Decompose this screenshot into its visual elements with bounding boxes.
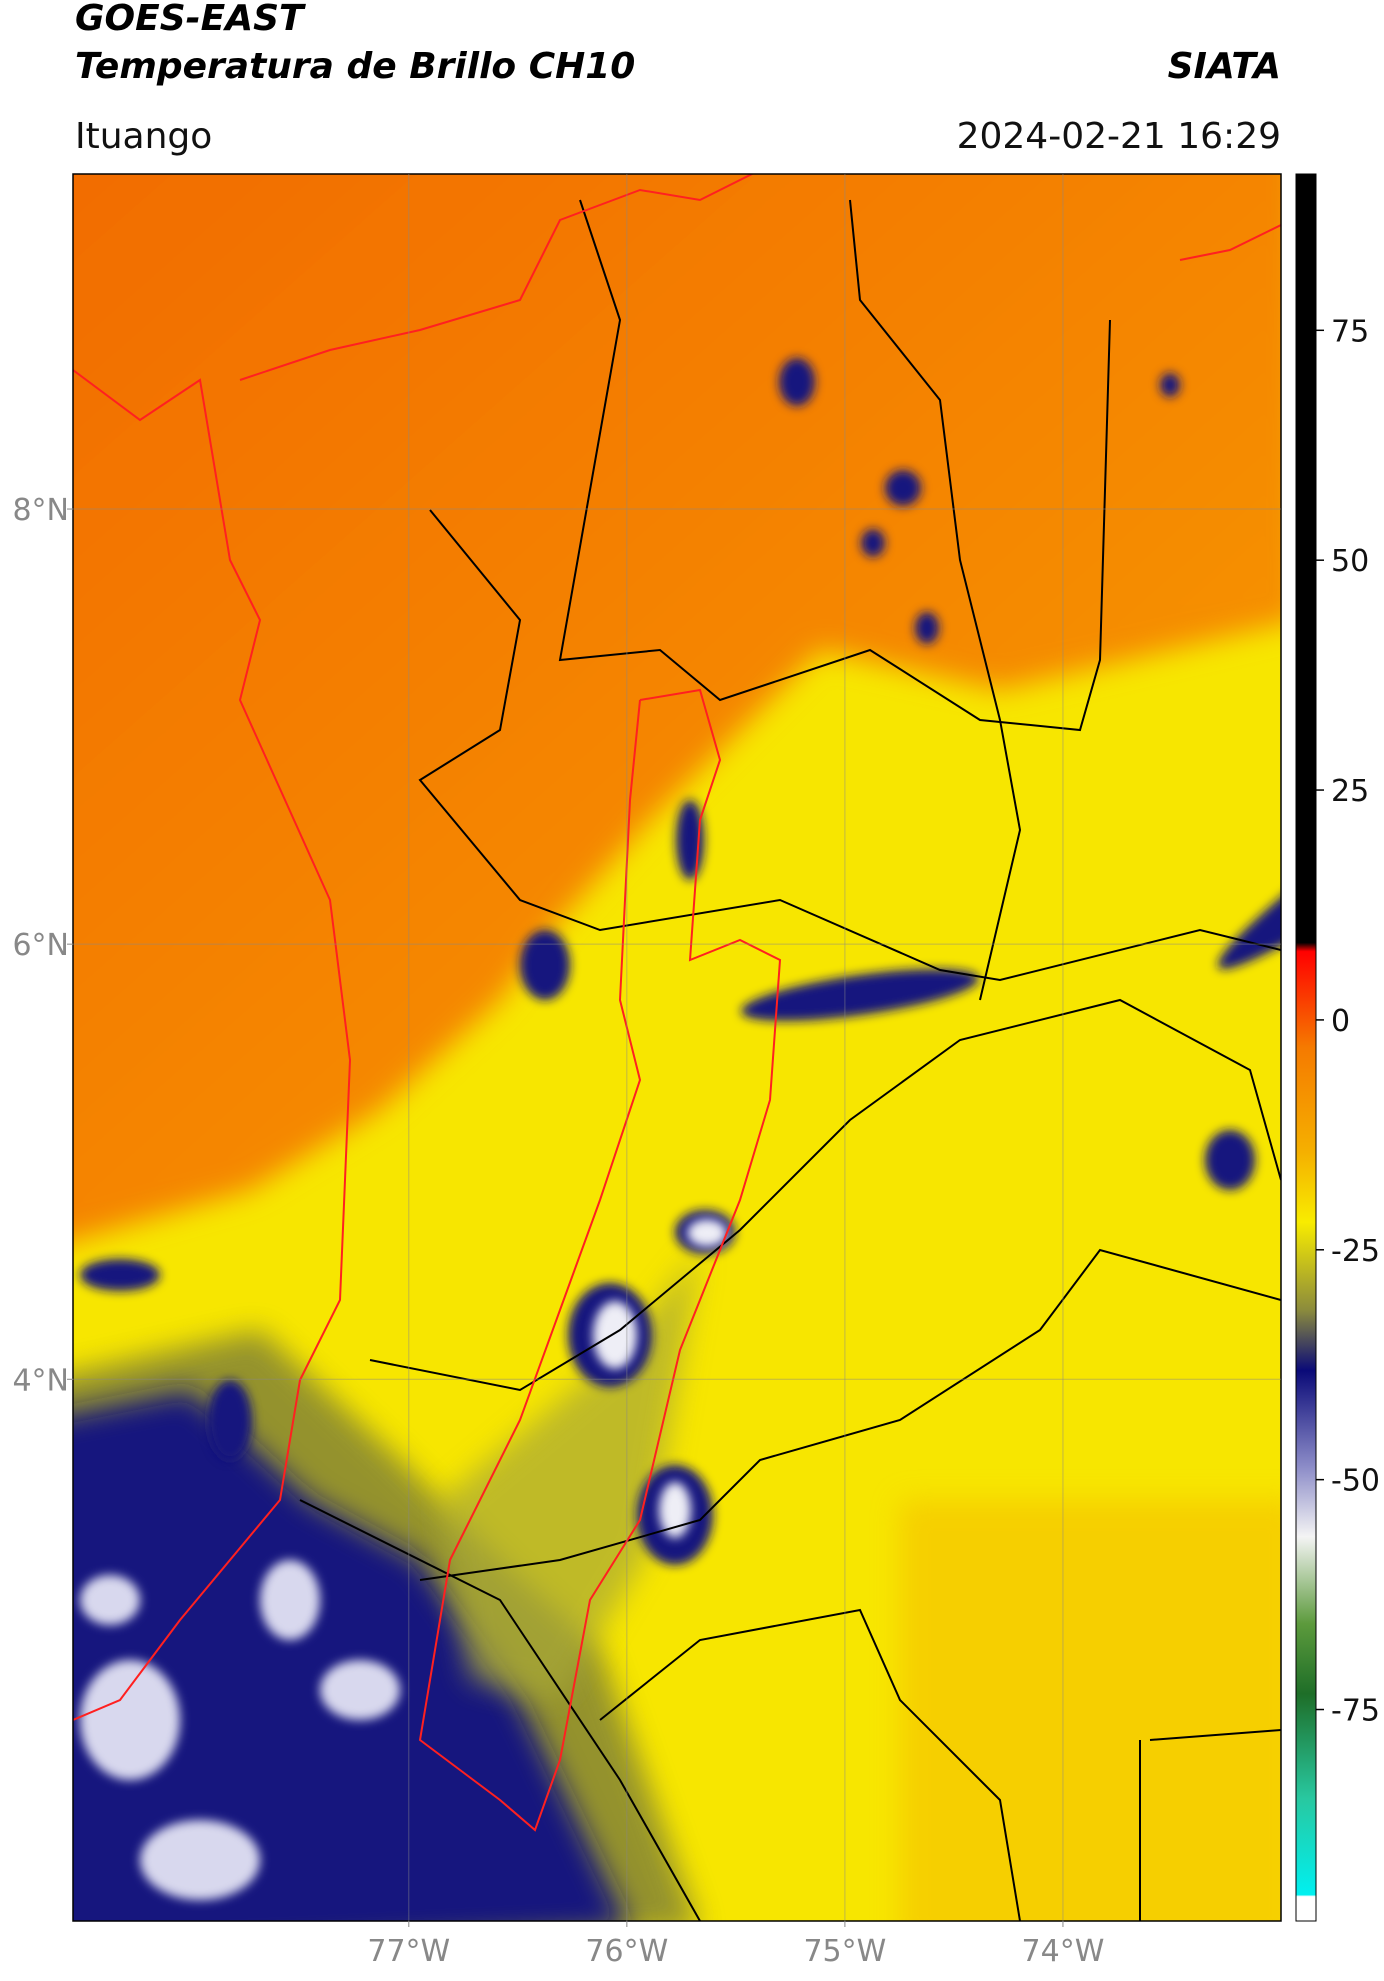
y-tick-label: 4°N bbox=[12, 1363, 69, 1398]
timestamp: 2024-02-21 16:29 bbox=[957, 116, 1281, 157]
colorbar-tick-label: 25 bbox=[1331, 774, 1369, 809]
location: Ituango bbox=[75, 116, 212, 157]
x-tick-label: 76°W bbox=[585, 1934, 668, 1969]
colorbar-tick-label: 75 bbox=[1331, 314, 1369, 349]
colorbar-tick-label: 50 bbox=[1331, 544, 1369, 579]
colorbar-tick-label: -75 bbox=[1331, 1694, 1380, 1729]
x-tick-label: 74°W bbox=[1022, 1934, 1105, 1969]
colorbar bbox=[1295, 173, 1317, 1922]
colorbar-tick-label: -25 bbox=[1331, 1234, 1380, 1269]
y-tick-label: 6°N bbox=[12, 928, 69, 963]
colorbar-tick-label: -50 bbox=[1331, 1464, 1380, 1499]
y-tick-label: 8°N bbox=[12, 493, 69, 528]
satellite-image bbox=[73, 174, 1281, 1921]
x-tick-label: 77°W bbox=[367, 1934, 450, 1969]
source: SIATA bbox=[1168, 46, 1281, 87]
colorbar-tick-label: 0 bbox=[1331, 1004, 1350, 1039]
title: GOES-EAST bbox=[75, 0, 306, 39]
x-tick-label: 75°W bbox=[803, 1934, 886, 1969]
subtitle: Temperatura de Brillo CH10 bbox=[75, 46, 635, 87]
map-frame bbox=[72, 173, 1282, 1922]
